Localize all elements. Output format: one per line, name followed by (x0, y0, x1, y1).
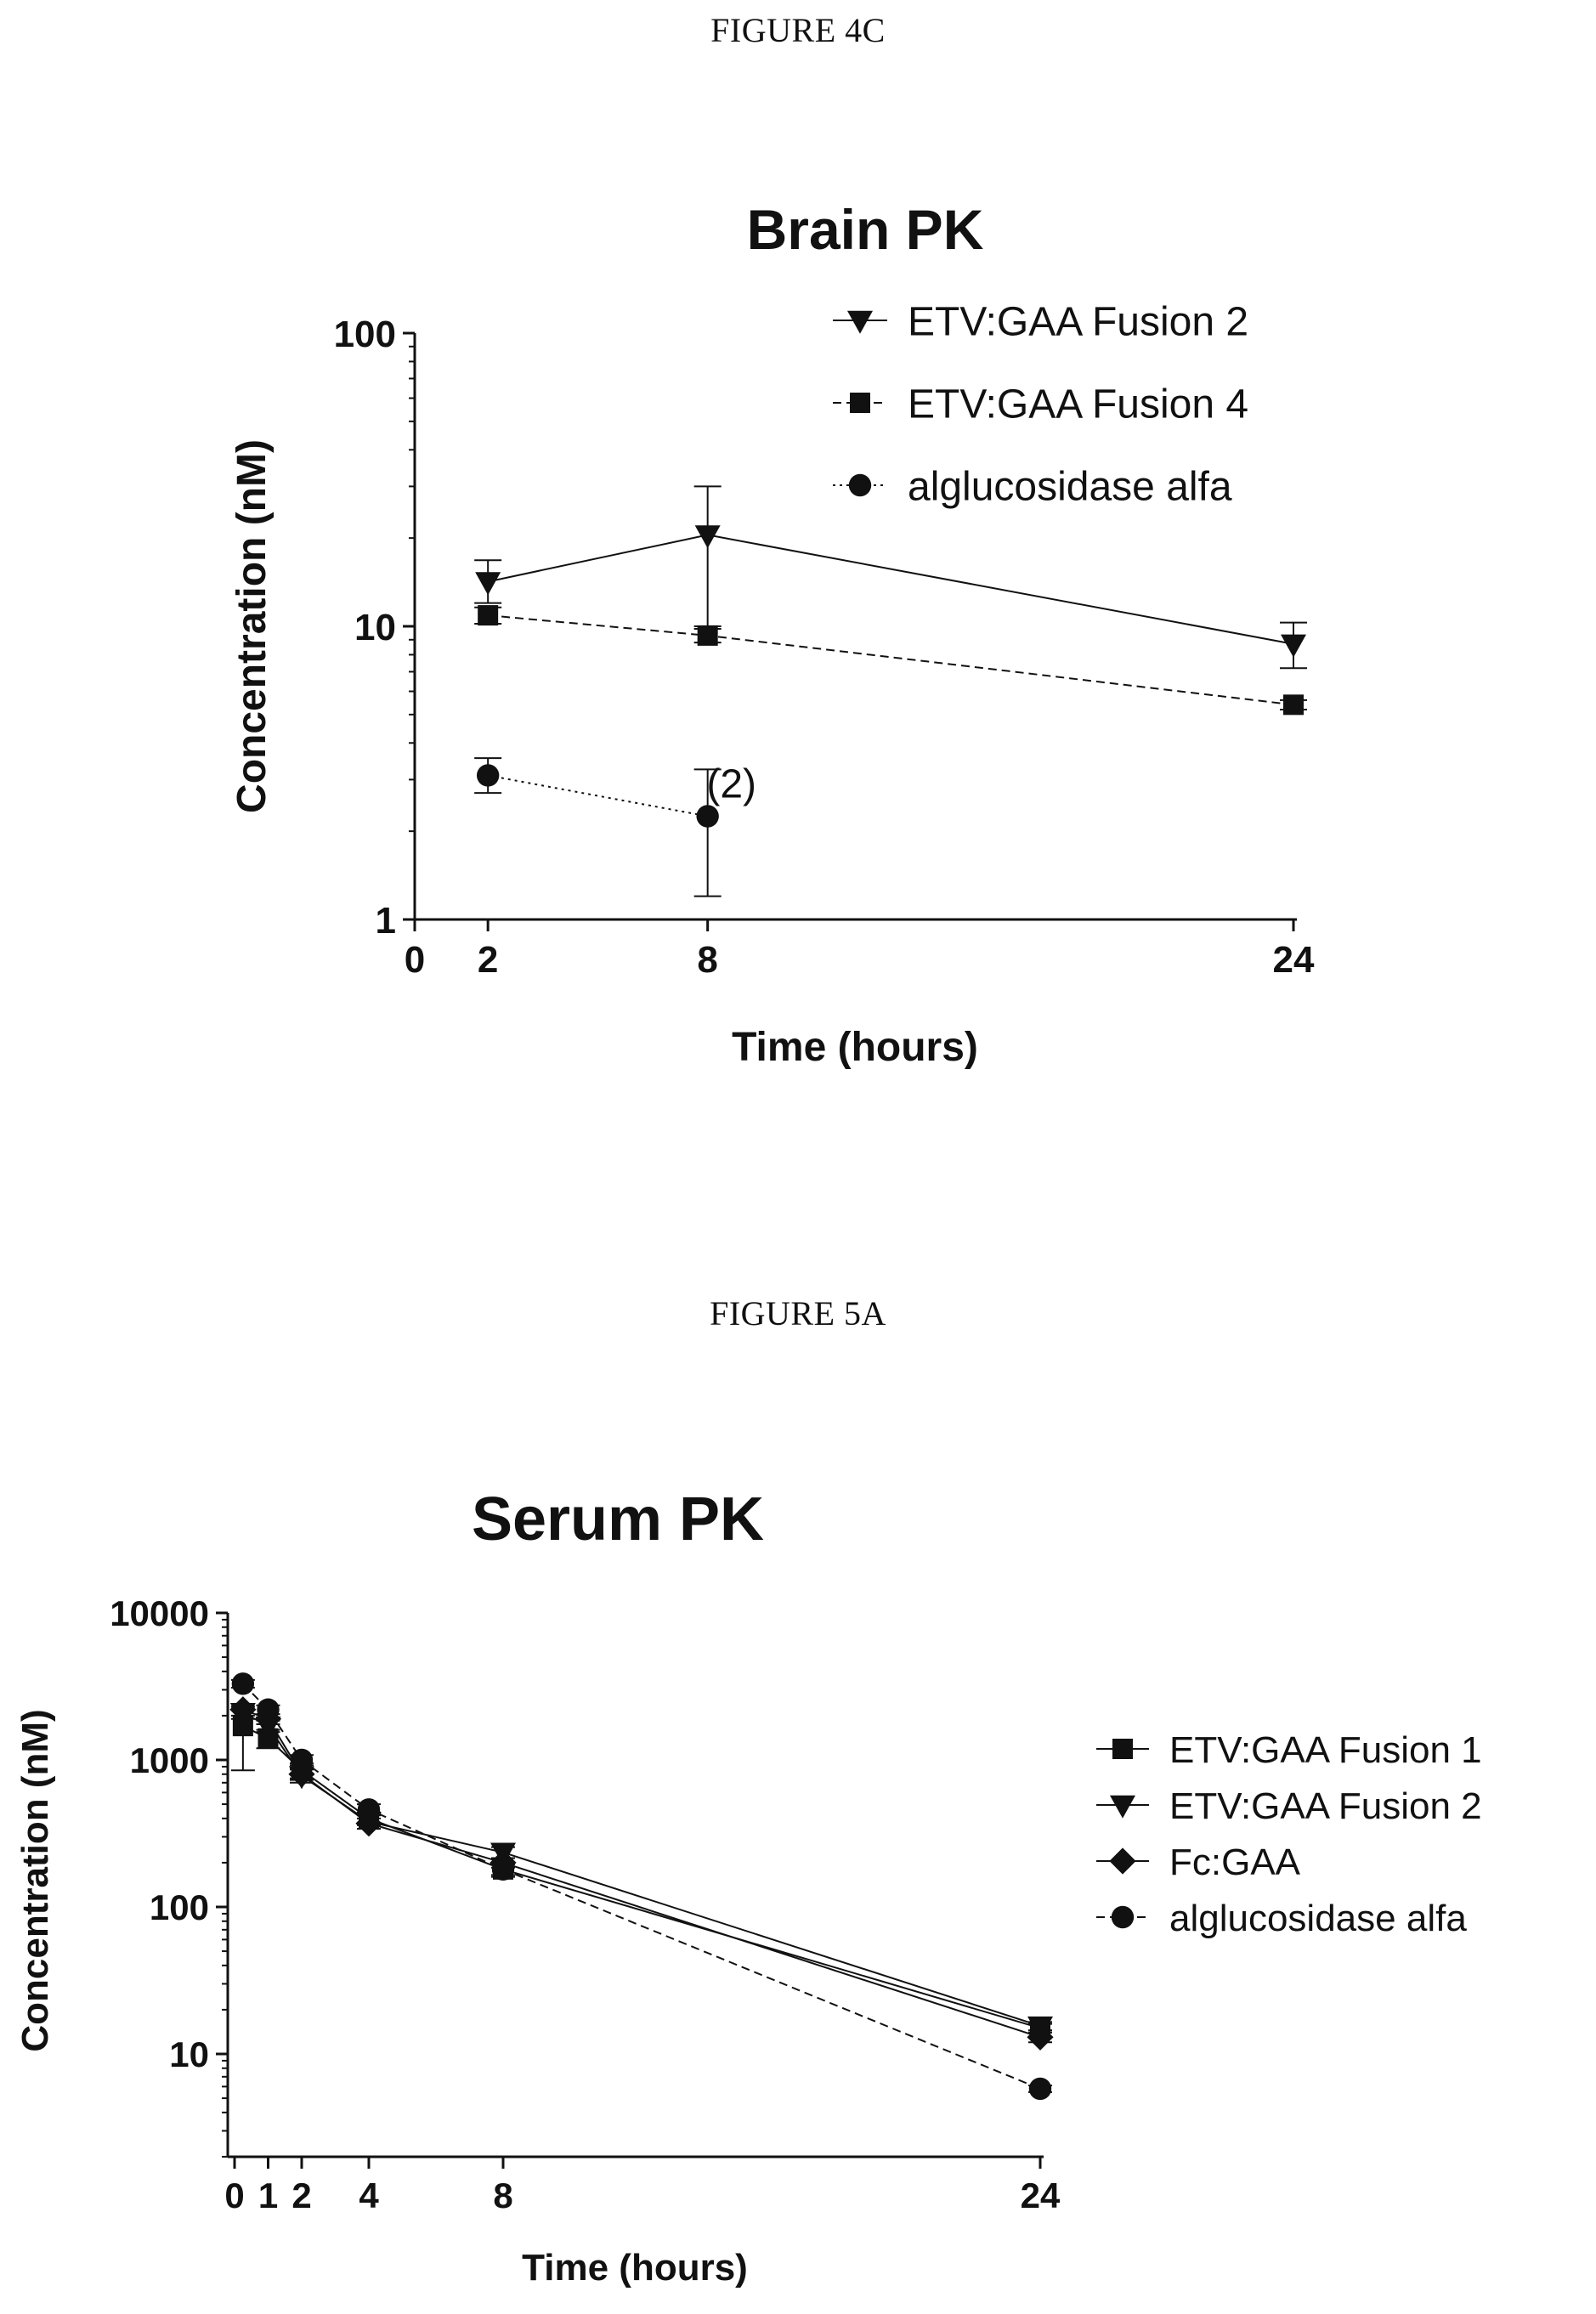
legend-label: ETV:GAA Fusion 4 (908, 382, 1248, 427)
data-point (478, 605, 499, 626)
annotation-label: (2) (706, 761, 756, 806)
data-point (491, 1858, 515, 1881)
legend-item: Fc:GAA (1096, 1842, 1301, 1883)
data-point (229, 1696, 257, 1723)
series-3 (474, 757, 722, 897)
legend-marker (1109, 1847, 1136, 1875)
x-axis-label: Time (hours) (732, 1025, 978, 1070)
legend-item: ETV:GAA Fusion 4 (833, 382, 1248, 427)
legend-item: alglucosidase alfa (1096, 1898, 1467, 1939)
data-point (231, 1672, 255, 1695)
y-tick-label: 10 (169, 2034, 209, 2074)
x-tick-label: 0 (405, 939, 425, 981)
legend-marker (847, 310, 873, 334)
x-axis-label: Time (hours) (522, 2247, 748, 2289)
figure-5a-caption: FIGURE 5A (710, 1294, 886, 1332)
data-point (290, 1748, 314, 1772)
series-2 (229, 1703, 1053, 2040)
data-point (475, 572, 501, 596)
data-point (1027, 2023, 1054, 2051)
series-line (242, 1683, 1041, 2090)
legend-item: ETV:GAA Fusion 1 (1096, 1729, 1482, 1771)
series-line (242, 1711, 1041, 2028)
legend-item: ETV:GAA Fusion 2 (1096, 1785, 1482, 1827)
legend-label: alglucosidase alfa (1169, 1898, 1467, 1939)
x-tick-label: 0 (224, 2175, 244, 2215)
legend-label: ETV:GAA Fusion 1 (1169, 1729, 1482, 1771)
legend-marker (1112, 1739, 1133, 1759)
legend-marker (848, 473, 872, 497)
data-point (1028, 2077, 1052, 2101)
brain-pk-chart: Brain PK 1 10 100 0 2 8 24 Time (hours) Concentra… (229, 198, 1315, 1070)
y-tick-label: 1 (376, 900, 396, 942)
chart-title: Serum PK (472, 1485, 764, 1553)
figure-4c-caption: FIGURE 4C (710, 11, 886, 49)
x-tick-label: 24 (1273, 939, 1315, 981)
series-line (242, 1725, 1041, 2029)
legend-item: alglucosidase alfa (833, 464, 1232, 509)
legend-label: ETV:GAA Fusion 2 (908, 299, 1248, 344)
x-tick-label: 8 (697, 939, 717, 981)
legend-label: Fc:GAA (1169, 1842, 1301, 1883)
legend-item: ETV:GAA Fusion 2 (833, 299, 1248, 344)
data-point (694, 525, 721, 549)
y-tick-label: 100 (150, 1887, 209, 1927)
x-tick-label: 8 (493, 2175, 512, 2215)
data-point (697, 625, 718, 646)
series-3 (229, 1696, 1054, 2051)
y-tick-label: 10 (354, 607, 396, 648)
series-2 (474, 605, 1307, 716)
data-point (476, 764, 500, 787)
data-point (1283, 694, 1304, 716)
legend-marker (850, 393, 870, 413)
x-tick-label: 2 (291, 2175, 311, 2215)
legend-label: ETV:GAA Fusion 2 (1169, 1785, 1482, 1827)
series-1 (230, 1706, 1052, 2039)
x-tick-label: 24 (1021, 2175, 1061, 2215)
x-tick-label: 1 (258, 2175, 278, 2215)
legend-label: alglucosidase alfa (908, 464, 1232, 509)
legend-marker (1111, 1905, 1135, 1929)
x-tick-label: 2 (478, 939, 498, 981)
y-axis-label: Concentration (nM) (14, 1709, 56, 2051)
chart-title: Brain PK (747, 198, 984, 261)
data-point (696, 805, 719, 828)
y-tick-label: 10000 (110, 1593, 209, 1633)
legend-marker (1110, 1795, 1135, 1819)
x-tick-label: 4 (359, 2175, 379, 2215)
series-4 (230, 1672, 1052, 2101)
data-point (357, 1798, 381, 1821)
y-tick-label: 1000 (130, 1740, 209, 1780)
y-tick-label: 100 (334, 314, 396, 355)
series-1 (474, 485, 1307, 670)
data-point (257, 1698, 280, 1721)
data-point (1281, 634, 1306, 658)
y-axis-label: Concentration (nM) (229, 439, 274, 813)
